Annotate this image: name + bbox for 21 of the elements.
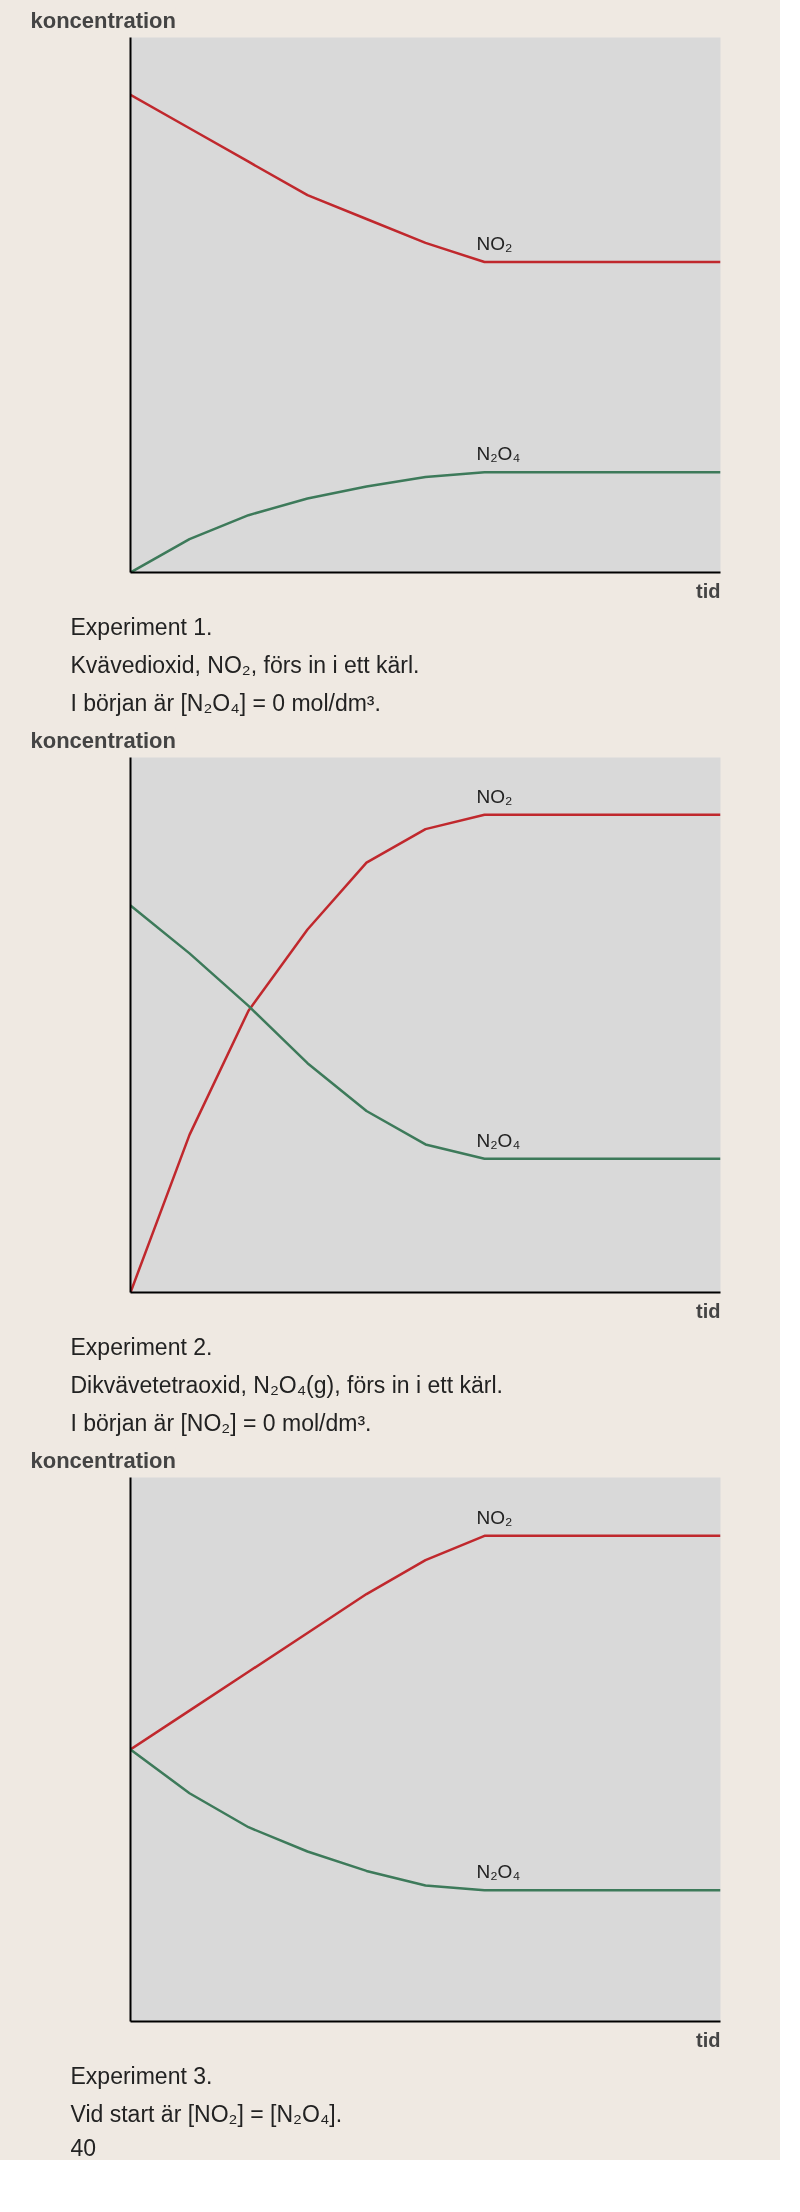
x-axis-title: tid (696, 2028, 721, 2051)
text: Experiment 1. (70, 613, 213, 640)
y-axis-title: koncentration (30, 1447, 176, 1473)
text: Kvävedioxid, NO₂, förs in i ett kärl. (70, 651, 420, 678)
series-label: NO₂ (476, 233, 513, 255)
x-axis-title: tid (696, 579, 721, 602)
series-label: NO₂ (476, 1506, 513, 1528)
series-label: N₂O₄ (476, 1861, 521, 1883)
y-axis-title: koncentration (30, 727, 176, 753)
series-label: N₂O₄ (476, 443, 521, 465)
x-axis-title: tid (696, 1299, 721, 1322)
series-label: N₂O₄ (476, 1129, 521, 1151)
text: Experiment 3. (70, 2062, 213, 2089)
text: Experiment 2. (70, 1333, 213, 1360)
series-label: NO₂ (476, 785, 513, 807)
text: Dikvävetetraoxid, N₂O₄(g), förs in i ett kärl. (70, 1371, 503, 1398)
text: 40 (70, 2134, 97, 2161)
y-axis-title: koncentration (30, 7, 176, 33)
text: I början är [NO₂] = 0 mol/dm³. (70, 1409, 372, 1436)
text: I början är [N₂O₄] = 0 mol/dm³. (70, 689, 381, 716)
text: Vid start är [NO₂] = [N₂O₄]. (70, 2100, 343, 2127)
